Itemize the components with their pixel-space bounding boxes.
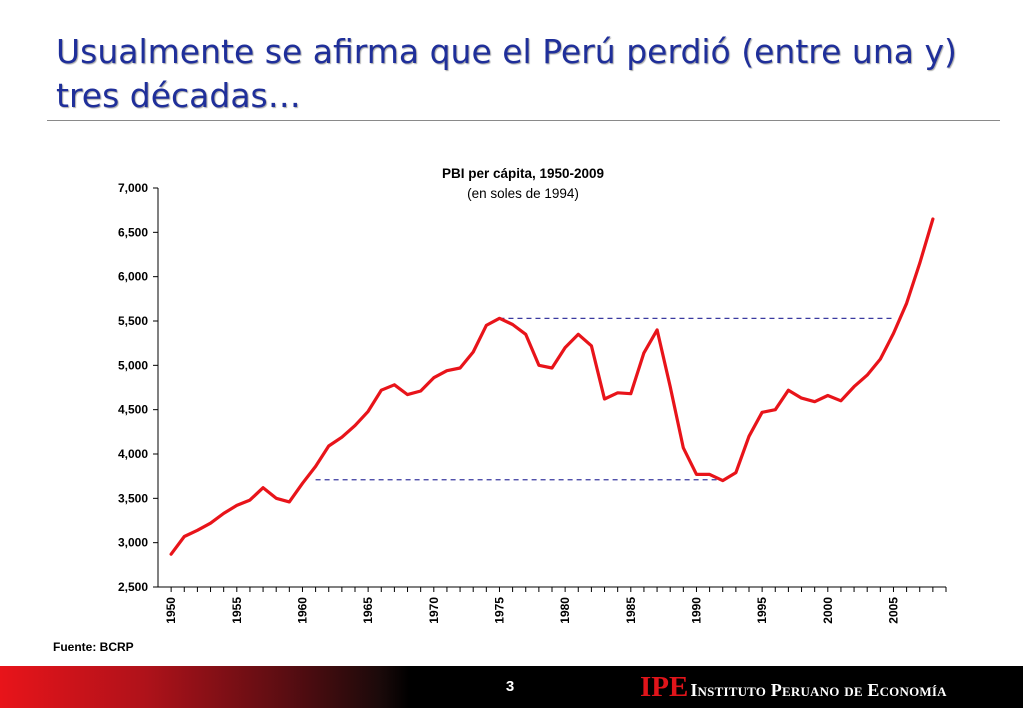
- data-point: [695, 473, 698, 476]
- data-point: [485, 324, 488, 327]
- data-point: [301, 482, 304, 485]
- data-point: [708, 473, 711, 476]
- data-point: [931, 217, 935, 221]
- data-point: [314, 465, 317, 468]
- x-tick-label: 2000: [821, 597, 835, 624]
- data-point: [655, 328, 659, 332]
- data-point: [787, 389, 790, 392]
- data-point: [839, 399, 843, 402]
- data-point: [458, 366, 462, 370]
- data-point: [734, 471, 738, 474]
- y-tick-label: 5,000: [118, 358, 148, 372]
- y-tick-label: 5,500: [118, 314, 148, 328]
- y-tick-label: 4,500: [118, 403, 148, 417]
- y-tick-label: 6,000: [118, 270, 148, 284]
- logo-text: Instituto Peruano de Economía: [690, 680, 947, 700]
- x-tick-label: 1995: [755, 597, 769, 624]
- data-point: [196, 529, 199, 532]
- data-point: [590, 344, 593, 347]
- data-point: [366, 410, 370, 413]
- data-point: [432, 376, 435, 379]
- logo-mark: IPE: [640, 671, 689, 703]
- y-tick-label: 4,000: [118, 447, 148, 461]
- data-point: [603, 397, 606, 401]
- series-line: [169, 217, 935, 556]
- data-point: [550, 366, 554, 370]
- x-tick-label: 1990: [689, 597, 703, 624]
- data-point: [275, 497, 278, 500]
- x-tick-label: 1960: [295, 597, 309, 624]
- page-number: 3: [505, 678, 515, 695]
- data-point: [222, 512, 225, 515]
- x-tick-label: 1980: [558, 597, 572, 624]
- data-point: [760, 411, 764, 414]
- data-point: [563, 346, 567, 349]
- footer-logo: IPE Instituto Peruano de Economía: [640, 671, 947, 704]
- data-point: [261, 486, 265, 489]
- data-point: [800, 396, 803, 400]
- data-point: [905, 302, 908, 305]
- data-point: [169, 553, 173, 556]
- data-point: [774, 408, 777, 411]
- data-point: [248, 498, 252, 502]
- data-point: [537, 364, 541, 367]
- x-tick-label: 1950: [164, 597, 178, 624]
- x-tick-label: 1975: [492, 597, 506, 624]
- chart-axes: 2,500 3,000 3,500 4,000 4,500 5,000 5,500 6,000…: [118, 181, 947, 624]
- data-point: [406, 393, 409, 396]
- data-point: [524, 333, 527, 336]
- x-tick-label: 1955: [230, 597, 244, 624]
- data-point: [616, 391, 619, 394]
- data-point: [642, 351, 646, 355]
- x-tick-label: 2005: [886, 597, 900, 624]
- data-point: [879, 357, 882, 361]
- data-point: [866, 373, 869, 377]
- data-point: [826, 394, 829, 397]
- x-tick-label: 1985: [624, 597, 638, 624]
- x-tick-label: 1970: [427, 597, 441, 624]
- reference-lines: [315, 317, 894, 481]
- slide-title: Usualmente se afirma que el Perú perdió …: [56, 32, 957, 115]
- data-point: [852, 385, 856, 388]
- data-point: [747, 435, 751, 438]
- data-point: [511, 323, 514, 326]
- x-tick-label: 1965: [361, 597, 375, 624]
- series-group: [169, 217, 935, 556]
- data-point: [419, 389, 422, 393]
- data-point: [340, 436, 344, 439]
- footer-bar: [0, 666, 1023, 708]
- data-point: [327, 444, 330, 448]
- data-point: [669, 385, 672, 388]
- data-point: [918, 262, 921, 265]
- data-point: [288, 500, 291, 504]
- data-point: [209, 522, 212, 525]
- title-divider: [47, 120, 1000, 121]
- data-point: [629, 392, 632, 395]
- y-tick-label: 3,500: [118, 491, 148, 505]
- data-point: [682, 446, 685, 449]
- line-chart: PBI per cápita, 1950-2009 (en soles de 1…: [118, 166, 947, 624]
- data-point: [445, 369, 449, 372]
- data-point: [813, 400, 816, 403]
- data-point: [393, 383, 396, 386]
- chart-title: PBI per cápita, 1950-2009: [442, 166, 604, 181]
- data-point: [721, 479, 724, 482]
- data-point: [892, 332, 895, 335]
- data-point: [577, 333, 580, 336]
- y-tick-label: 2,500: [118, 580, 148, 594]
- data-point: [498, 317, 501, 320]
- data-point: [472, 350, 475, 354]
- data-point: [353, 424, 357, 427]
- y-tick-label: 3,000: [118, 536, 148, 550]
- chart-subtitle: (en soles de 1994): [467, 186, 579, 201]
- y-tick-label: 7,000: [118, 181, 148, 195]
- data-point: [380, 389, 383, 392]
- y-tick-label: 6,500: [118, 225, 148, 239]
- source-note: Fuente: BCRP: [53, 640, 134, 654]
- data-point: [183, 535, 186, 538]
- data-point: [235, 504, 238, 507]
